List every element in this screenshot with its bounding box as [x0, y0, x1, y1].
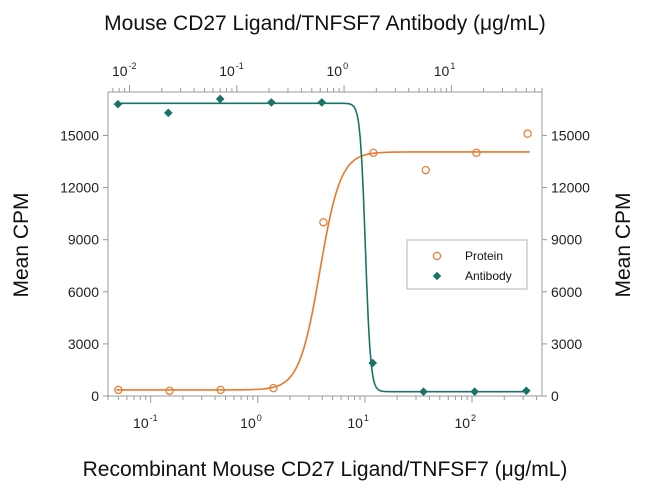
- x-tick-label-base-top: 10: [326, 63, 342, 79]
- protein-point: [114, 385, 123, 395]
- antibody-point: [419, 387, 428, 396]
- x-tick-label-base-bottom: 10: [454, 415, 470, 431]
- protein-point: [216, 385, 225, 395]
- y-tick-label-left: 9000: [68, 232, 99, 248]
- protein-point: [165, 386, 174, 395]
- legend-box: [406, 239, 528, 290]
- x-tick-label-base-bottom: 10: [347, 415, 363, 431]
- y-axis-label-right: Mean CPM: [612, 192, 635, 297]
- antibody-point: [267, 98, 276, 107]
- y-tick-label-left: 6000: [68, 284, 99, 300]
- axes: 0 0 3000 3000 6000 6000 9000 9000 12000 12000 1500…: [60, 61, 590, 431]
- antibody-point: [164, 108, 173, 118]
- x-tick-label-exp-top: 1: [450, 61, 455, 71]
- antibody-point: [522, 386, 531, 396]
- chart-title-top-axis: Mouse CD27 Ligand/TNFSF7 Antibody (μg/mL…: [104, 12, 546, 35]
- protein-point: [319, 218, 328, 227]
- legend-label-antibody: Antibody: [465, 269, 512, 283]
- y-tick-label-right: 9000: [551, 232, 582, 248]
- y-tick-label-right: 12000: [551, 180, 590, 196]
- x-tick-label-exp-top: -2: [129, 61, 137, 71]
- x-tick-label-exp-top: -1: [236, 61, 244, 71]
- legend: Protein Antibody: [406, 239, 528, 290]
- y-tick-label-left: 0: [91, 388, 99, 404]
- y-axis-label-left: Mean CPM: [10, 192, 33, 297]
- fit-curve-protein: [116, 151, 530, 391]
- x-tick-label-exp-bottom: 1: [364, 413, 369, 423]
- antibody-point: [215, 94, 225, 104]
- x-tick-label-base-bottom: 10: [133, 415, 149, 431]
- x-tick-label-exp-bottom: 0: [257, 413, 262, 423]
- x-tick-label-exp-top: 0: [343, 61, 348, 71]
- data-points: [113, 94, 532, 396]
- x-tick-label-base-top: 10: [219, 63, 235, 79]
- antibody-point: [317, 98, 327, 107]
- y-tick-label-left: 3000: [68, 336, 99, 352]
- x-axis-label-bottom: Recombinant Mouse CD27 Ligand/TNFSF7 (μg…: [83, 458, 568, 481]
- protein-point: [269, 383, 278, 393]
- antibody-point: [368, 358, 378, 368]
- x-tick-label-exp-bottom: -1: [150, 413, 158, 423]
- x-tick-label-base-top: 10: [434, 63, 450, 79]
- y-tick-label-left: 12000: [60, 180, 99, 196]
- protein-point: [523, 129, 532, 138]
- y-tick-label-right: 15000: [551, 127, 590, 143]
- protein-point: [421, 165, 430, 175]
- antibody-point: [470, 387, 479, 396]
- x-tick-label-base-bottom: 10: [240, 415, 256, 431]
- x-tick-label-base-top: 10: [112, 63, 128, 79]
- y-tick-label-left: 15000: [60, 127, 99, 143]
- legend-label-protein: Protein: [465, 249, 503, 263]
- y-tick-label-right: 3000: [551, 336, 582, 352]
- y-tick-label-right: 6000: [551, 284, 582, 300]
- protein-point: [472, 148, 481, 157]
- y-tick-label-right: 0: [551, 388, 559, 404]
- x-tick-label-exp-bottom: 2: [471, 413, 476, 423]
- legend-marker-protein: [432, 251, 442, 261]
- antibody-point: [113, 99, 123, 109]
- legend-marker-antibody: [432, 271, 442, 281]
- protein-point: [369, 148, 378, 157]
